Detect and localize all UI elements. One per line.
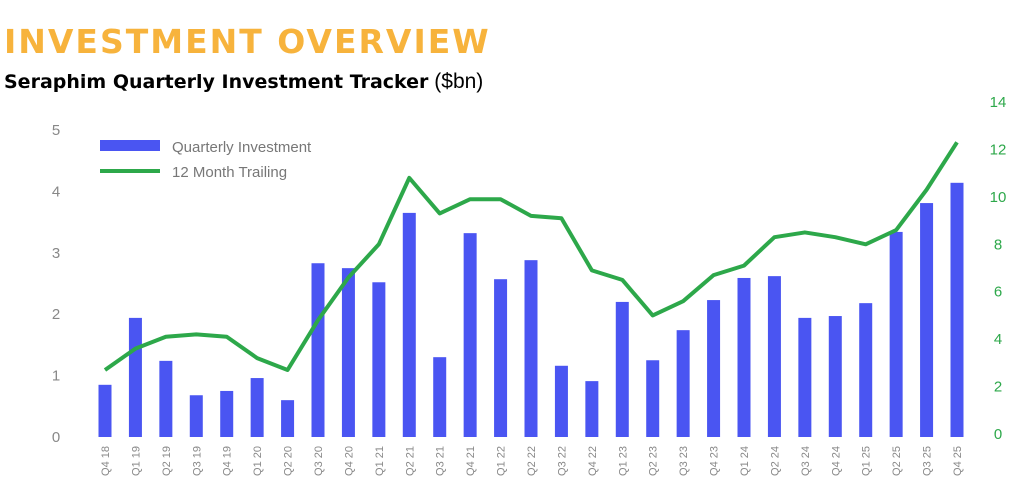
x-tick-label: Q1 25	[861, 446, 873, 476]
x-tick-label: Q3 22	[556, 446, 568, 476]
bar	[615, 301, 629, 437]
bar	[767, 276, 781, 437]
bar	[798, 317, 812, 437]
y-right-tick-label: 6	[994, 284, 1002, 301]
y-right-tick-label: 8	[994, 236, 1002, 253]
x-tick-label: Q4 21	[465, 446, 477, 476]
bar	[159, 360, 173, 437]
x-tick-label: Q4 24	[830, 446, 842, 476]
bar	[98, 384, 112, 437]
legend-label: 12 Month Trailing	[172, 164, 287, 181]
x-tick-label: Q3 24	[800, 446, 812, 476]
x-tick-label: Q4 19	[222, 446, 234, 476]
y-left-tick-label: 2	[52, 306, 60, 323]
x-tick-label: Q4 22	[587, 446, 599, 476]
x-tick-label: Q4 18	[100, 446, 112, 476]
y-right-tick-label: 4	[994, 331, 1002, 348]
bar	[889, 231, 903, 437]
bar	[646, 360, 660, 437]
y-right-tick-label: 12	[990, 141, 1007, 158]
x-tick-label: Q4 20	[343, 446, 355, 476]
legend-label: Quarterly Investment	[172, 139, 312, 156]
y-left-tick-label: 3	[52, 245, 60, 262]
x-tick-label: Q2 24	[769, 446, 781, 476]
x-tick-label: Q2 20	[283, 446, 295, 476]
bar	[950, 182, 964, 437]
y-right-tick-label: 0	[994, 426, 1002, 443]
y-left-tick-label: 1	[52, 368, 60, 385]
bar	[189, 395, 203, 437]
section-title: INVESTMENT OVERVIEW	[4, 22, 491, 61]
bar	[433, 357, 447, 437]
y-right-tick-label: 2	[994, 379, 1002, 396]
x-tick-label: Q2 19	[161, 446, 173, 476]
y-left-tick-label: 0	[52, 429, 60, 446]
chart-title: Seraphim Quarterly Investment Tracker ($…	[4, 70, 483, 94]
bar	[341, 268, 355, 437]
bar	[220, 390, 234, 437]
x-tick-label: Q3 23	[678, 446, 690, 476]
chart-title-main: Seraphim Quarterly Investment Tracker	[4, 71, 429, 93]
x-tick-label: Q3 20	[313, 446, 325, 476]
bar	[676, 330, 690, 437]
x-tick-label: Q4 25	[952, 446, 964, 476]
bar	[859, 303, 873, 437]
y-right-tick-label: 14	[990, 94, 1007, 111]
x-tick-label: Q1 23	[617, 446, 629, 476]
x-tick-label: Q2 25	[891, 446, 903, 476]
bar	[585, 381, 599, 437]
x-tick-label: Q2 21	[404, 446, 416, 476]
bar	[372, 282, 386, 437]
bar	[311, 263, 325, 437]
bar	[281, 400, 295, 437]
bar	[707, 300, 721, 437]
bar	[828, 316, 842, 437]
x-tick-label: Q4 23	[709, 446, 721, 476]
bar	[463, 233, 477, 437]
x-tick-label: Q3 21	[435, 446, 447, 476]
x-tick-label: Q1 20	[252, 446, 264, 476]
y-left-tick-label: 5	[52, 122, 60, 139]
bar	[920, 203, 934, 437]
legend-bar-swatch	[100, 140, 160, 151]
y-left-tick-label: 4	[52, 183, 60, 200]
bar	[250, 378, 264, 437]
bar	[524, 260, 538, 437]
x-tick-label: Q3 25	[922, 446, 934, 476]
chart-unit: ($bn)	[434, 70, 484, 93]
bar	[402, 212, 416, 437]
bar	[554, 365, 568, 437]
x-tick-label: Q2 23	[648, 446, 660, 476]
y-right-tick-label: 10	[990, 189, 1007, 206]
bar	[494, 279, 508, 437]
x-tick-label: Q3 19	[191, 446, 203, 476]
x-tick-label: Q1 22	[496, 446, 508, 476]
x-tick-label: Q2 22	[526, 446, 538, 476]
bar	[737, 277, 751, 437]
x-tick-label: Q1 19	[130, 446, 142, 476]
x-tick-label: Q1 24	[739, 446, 751, 476]
x-tick-label: Q1 21	[374, 446, 386, 476]
bar	[128, 317, 142, 437]
